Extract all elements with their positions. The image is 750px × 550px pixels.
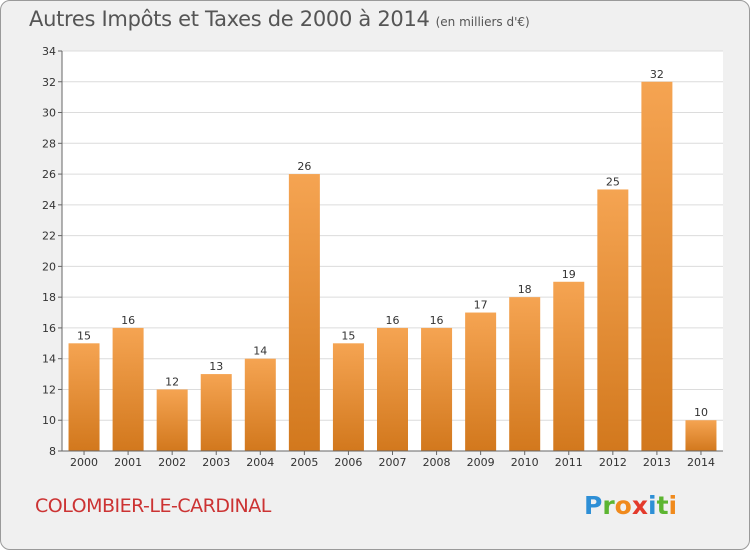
logo-letter: x: [631, 491, 648, 520]
bar: [112, 327, 144, 451]
value-label: 12: [165, 375, 179, 388]
value-label: 17: [474, 299, 488, 312]
y-tick-label: 18: [42, 291, 56, 304]
value-label: 19: [562, 268, 576, 281]
bar: [597, 189, 629, 451]
bar: [553, 281, 585, 451]
x-tick-label: 2002: [158, 456, 186, 469]
value-label: 14: [253, 345, 267, 358]
bar: [332, 343, 364, 451]
x-tick-label: 2001: [114, 456, 142, 469]
logo-letter: i: [668, 491, 678, 520]
logo-letter: o: [614, 491, 632, 520]
logo-letter: r: [602, 491, 615, 520]
x-tick-label: 2008: [423, 456, 451, 469]
x-tick-label: 2014: [687, 456, 715, 469]
bar: [465, 312, 497, 451]
bar: [421, 327, 453, 451]
chart-unit: (en milliers d'€): [435, 15, 530, 29]
value-label: 10: [694, 406, 708, 419]
x-tick-label: 2011: [555, 456, 583, 469]
y-tick-label: 14: [42, 353, 56, 366]
value-label: 32: [650, 68, 664, 81]
x-tick-label: 2007: [379, 456, 407, 469]
value-label: 16: [386, 314, 400, 327]
value-label: 16: [430, 314, 444, 327]
value-label: 16: [121, 314, 135, 327]
bar: [68, 343, 100, 451]
proxiti-logo: Proxiti: [584, 491, 677, 520]
value-label: 15: [341, 329, 355, 342]
y-tick-label: 32: [42, 76, 56, 89]
y-tick-label: 20: [42, 260, 56, 273]
y-tick-label: 34: [42, 45, 56, 58]
bar: [288, 174, 320, 452]
bar: [509, 297, 541, 451]
bar: [685, 420, 717, 451]
logo-letter: P: [584, 491, 603, 520]
x-tick-label: 2012: [599, 456, 627, 469]
chart-title-text: Autres Impôts et Taxes de 2000 à 2014: [29, 7, 430, 31]
x-tick-label: 2013: [643, 456, 671, 469]
x-tick-label: 2005: [290, 456, 318, 469]
commune-name: COLOMBIER-LE-CARDINAL: [35, 495, 271, 517]
bar: [200, 374, 232, 451]
bar: [244, 358, 276, 451]
logo-letter: t: [656, 491, 669, 520]
bar: [641, 81, 673, 452]
x-tick-label: 2006: [334, 456, 362, 469]
value-label: 25: [606, 175, 620, 188]
x-tick-label: 2000: [70, 456, 98, 469]
x-tick-label: 2009: [467, 456, 495, 469]
x-tick-label: 2004: [246, 456, 274, 469]
y-tick-label: 10: [42, 414, 56, 427]
x-tick-label: 2003: [202, 456, 230, 469]
logo-letter: i: [648, 491, 657, 520]
y-tick-label: 30: [42, 107, 56, 120]
value-label: 15: [77, 329, 91, 342]
x-tick-label: 2010: [511, 456, 539, 469]
value-label: 18: [518, 283, 532, 296]
y-tick-label: 8: [49, 445, 56, 458]
value-label: 13: [209, 360, 223, 373]
y-tick-label: 16: [42, 322, 56, 335]
value-label: 26: [297, 160, 311, 173]
chart-title: Autres Impôts et Taxes de 2000 à 2014 (en…: [29, 7, 530, 31]
y-tick-label: 12: [42, 383, 56, 396]
y-tick-label: 28: [42, 137, 56, 150]
bar: [156, 389, 188, 451]
y-tick-label: 26: [42, 168, 56, 181]
y-tick-label: 22: [42, 230, 56, 243]
y-tick-label: 24: [42, 199, 56, 212]
bar: [377, 327, 408, 451]
